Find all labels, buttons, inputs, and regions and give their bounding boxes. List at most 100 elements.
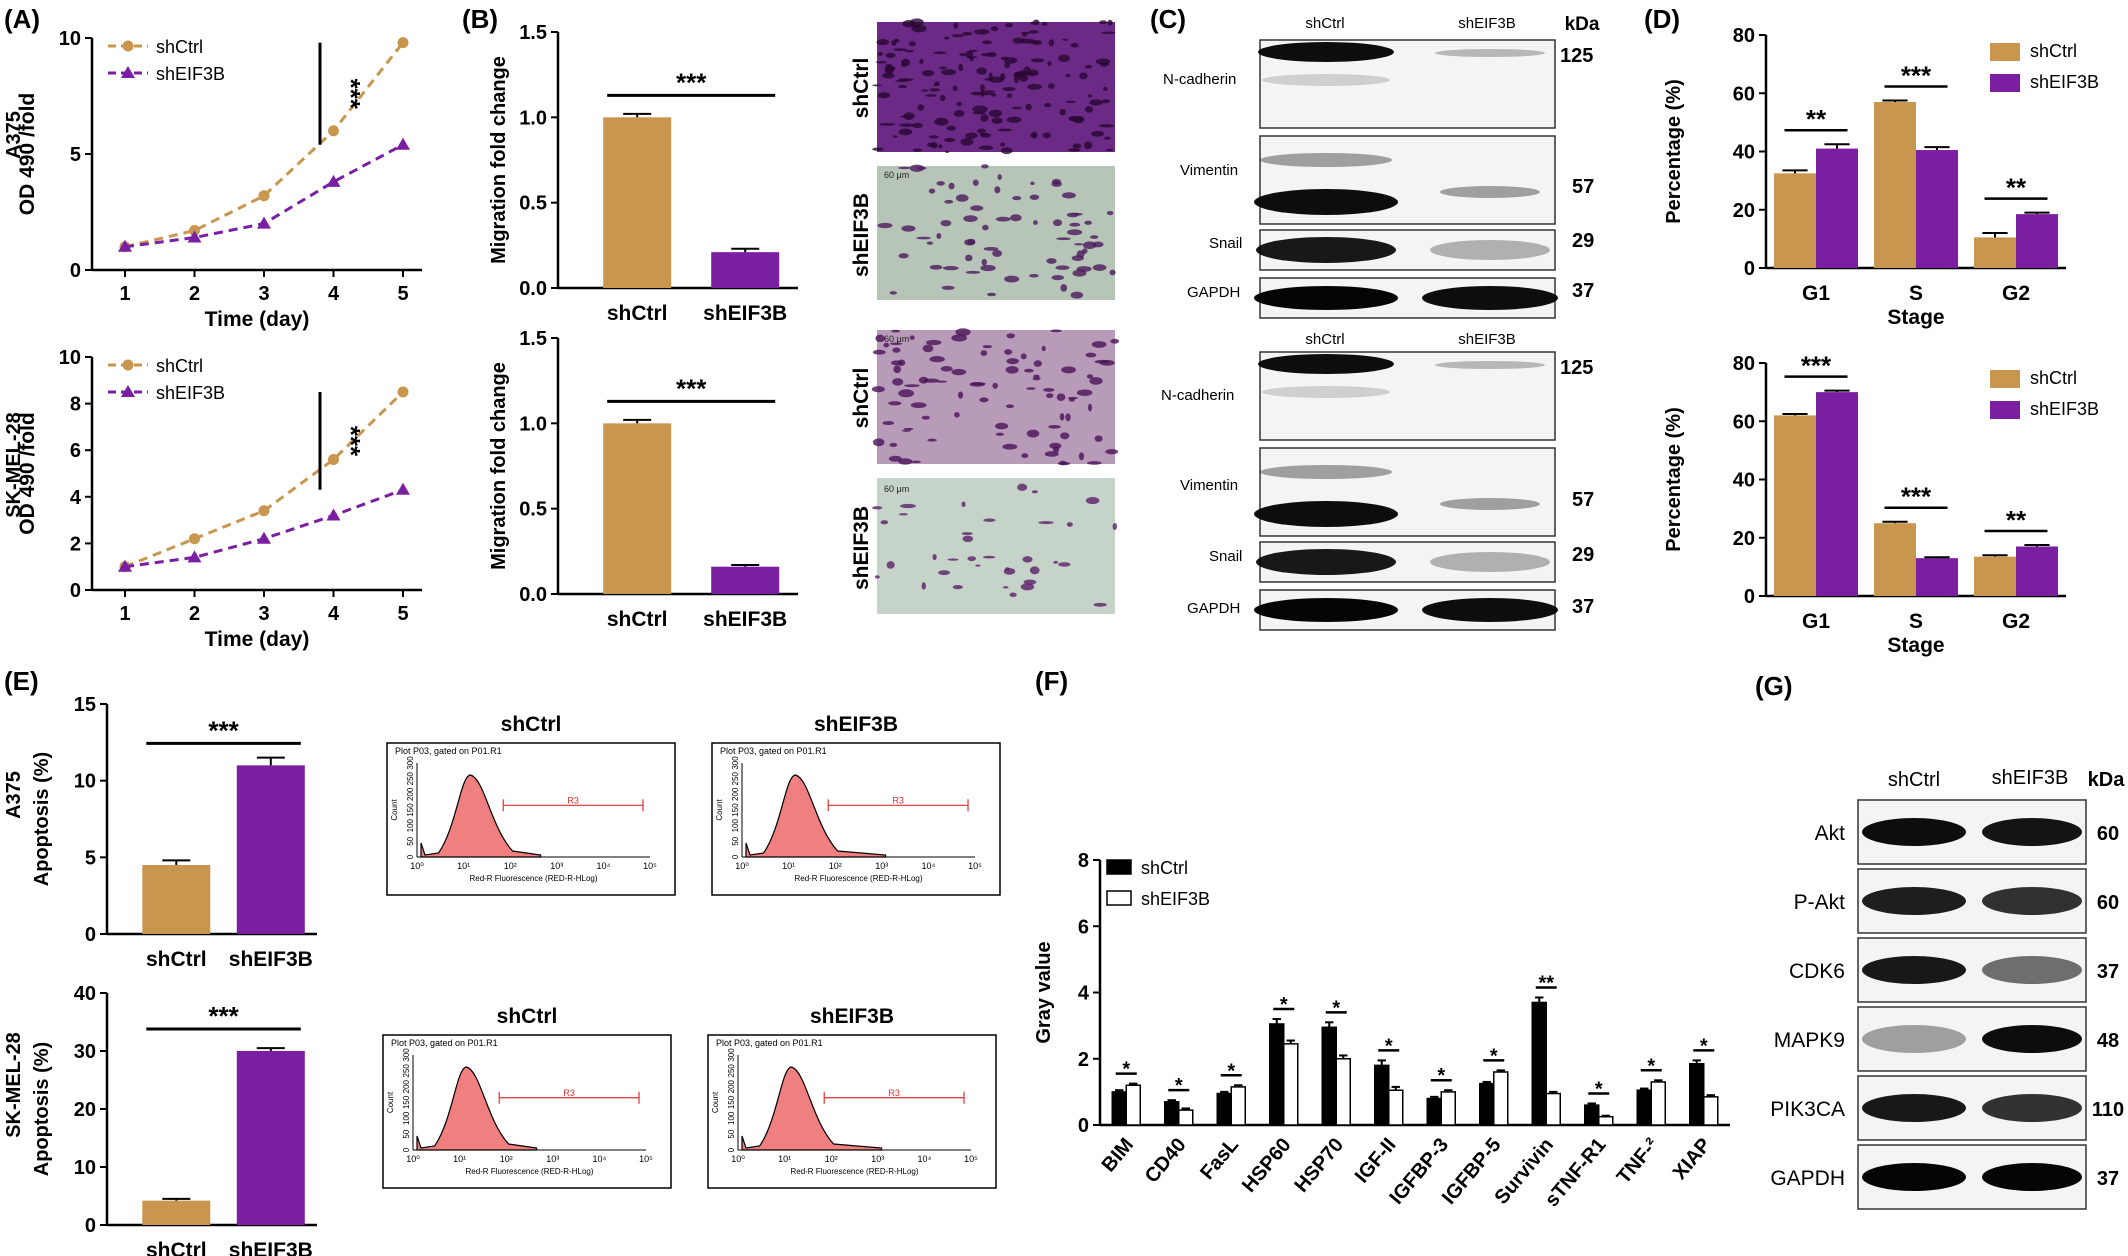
cell-blob (1031, 490, 1038, 494)
flow-y-tick: 0 (406, 854, 415, 859)
cell-blob (919, 58, 924, 65)
flow-header: Plot P03, gated on P01.R1 (391, 1038, 498, 1048)
blot-band (1260, 153, 1392, 167)
panel-label-f: (F) (1035, 666, 1068, 696)
cell-blob (910, 402, 927, 409)
cell-blob (976, 67, 987, 75)
blot-band (1254, 286, 1398, 310)
y-tick-label: 8 (1078, 850, 1089, 872)
significance-mark: * (1437, 1065, 1445, 1087)
cell-blob (951, 368, 967, 376)
bar (2016, 546, 2058, 596)
cell-blob (891, 360, 903, 366)
y-axis-title: Migration fold change (488, 56, 510, 264)
cell-blob (1099, 20, 1107, 25)
a-row-label-2: SK-MEL-28 (3, 412, 25, 518)
cell-blob (976, 128, 987, 134)
cell-blob (897, 166, 911, 170)
blot-vimentin (1254, 447, 1556, 537)
cell-blob (1058, 54, 1071, 63)
cell-blob (1033, 220, 1038, 225)
bar (711, 566, 780, 594)
cell-blob (1085, 352, 1097, 358)
chart-d-top: 0 20 40 60 80 Percentage (%) ** G1 *** S ** G2 Stage… (1663, 25, 2099, 329)
cell-blob (1060, 283, 1068, 292)
cell-blob (889, 342, 903, 346)
flow-gate-label: R3 (888, 1088, 900, 1098)
scale-bar-label-3: 60 μm (884, 334, 909, 344)
cell-blob (947, 558, 959, 561)
data-point (397, 37, 409, 49)
y-tick-label: 20 (1733, 528, 1755, 550)
y-tick-label: 2 (70, 533, 81, 555)
flow-x-tick: 10¹ (453, 1154, 466, 1164)
c-weight-vim-2: 57 (1572, 489, 1594, 511)
cell-blob (1002, 86, 1016, 92)
flow-y-tick: 200 (731, 787, 740, 801)
scale-bar-label-2: 60 μm (884, 170, 909, 180)
cell-blob (922, 344, 934, 353)
bar (1493, 1071, 1509, 1126)
x-tick-label: 2 (189, 603, 200, 625)
cell-blob (1032, 376, 1041, 381)
cell-blob (1056, 393, 1066, 401)
cell-blob (1084, 106, 1094, 113)
cell-blob (951, 334, 968, 342)
cell-blob (904, 384, 920, 388)
cell-blob (1021, 453, 1029, 459)
y-tick-label: 0 (85, 1215, 96, 1237)
bar (1598, 1115, 1614, 1126)
significance-mark: *** (208, 1001, 239, 1031)
cell-blob (992, 382, 998, 389)
cell-blob (952, 85, 958, 92)
cell-blob (920, 89, 929, 92)
cell-blob (1105, 148, 1114, 152)
cell-blob (903, 427, 914, 431)
cell-blob (916, 236, 931, 240)
bar (1816, 392, 1858, 596)
cell-blob (995, 216, 1011, 222)
chart-f: 0 2 4 6 8 Gray value * BIM * CD40 * FasL * HSP60 * HSP7… (1033, 850, 1730, 1211)
flow-y-title: Count (386, 1091, 395, 1113)
cell-blob (933, 83, 939, 87)
blot-band (1435, 49, 1545, 57)
cell-blob (961, 532, 973, 535)
cell-blob (1052, 219, 1063, 227)
cell-blob (962, 535, 974, 543)
flow-x-tick: 10⁴ (596, 861, 610, 871)
cell-blob (938, 66, 947, 70)
flow-y-tick: 50 (402, 1129, 411, 1138)
blot-band (1254, 598, 1398, 622)
significance-mark: *** (1801, 351, 1832, 381)
significance-mark: *** (676, 373, 707, 403)
blot-band (1440, 186, 1540, 198)
y-tick-label: 0 (1744, 586, 1755, 608)
cell-blob (1106, 210, 1114, 216)
flow-plot: shCtrl Plot P03, gated on P01.R1 0 50 100 150… (382, 1005, 672, 1189)
cell-blob (1065, 413, 1071, 422)
y-tick-label: 80 (1733, 353, 1755, 375)
blot-band (1982, 818, 2082, 846)
cell-blob (933, 51, 947, 55)
x-tick-label: shCtrl (146, 948, 207, 971)
data-point (396, 137, 410, 150)
bar (1230, 1086, 1246, 1126)
cell-blob (925, 339, 942, 346)
significance-mark: * (1647, 1055, 1655, 1077)
flow-y-tick: 50 (731, 836, 740, 845)
cell-blob (1000, 147, 1013, 155)
flow-x-tick: 10³ (871, 1154, 884, 1164)
data-point (328, 125, 339, 137)
y-tick-label: 0.0 (519, 584, 547, 606)
y-tick-label: 1.0 (519, 107, 547, 129)
c-protein-snail-2: Snail (1209, 548, 1242, 565)
significance-mark: *** (336, 426, 366, 457)
cell-blob (1094, 435, 1103, 442)
blot-snail (1256, 541, 1556, 583)
cell-blob (902, 20, 916, 28)
y-tick-label: 10 (59, 347, 81, 369)
e-row-label-1: A375 (3, 771, 25, 819)
significance-mark: *** (336, 79, 366, 110)
cell-blob (1071, 255, 1084, 262)
flow-plot: shEIF3B Plot P03, gated on P01.R1 0 50 100 15… (707, 1005, 997, 1189)
